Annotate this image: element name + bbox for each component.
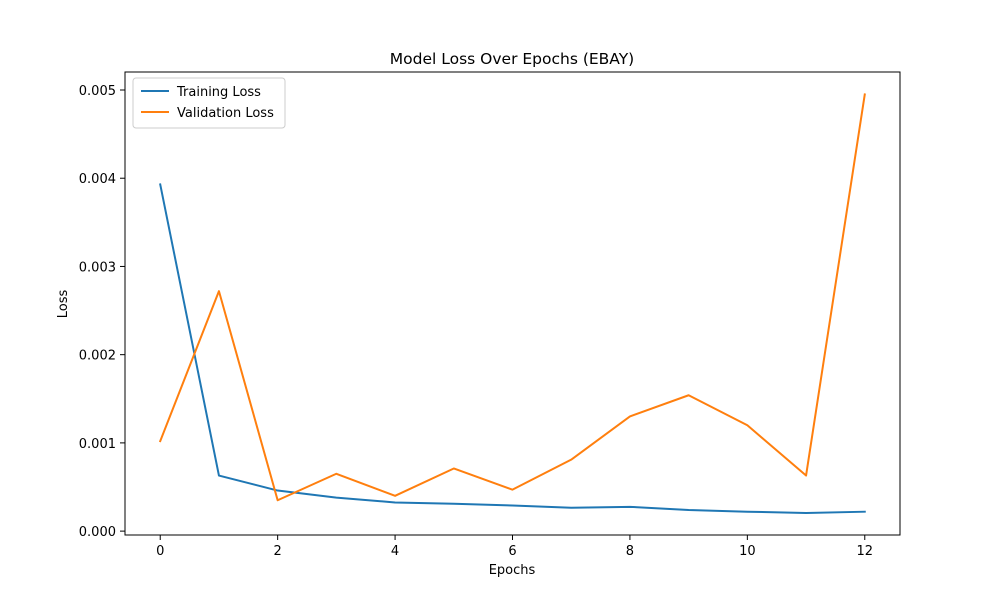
x-tick-label: 12 [856, 544, 873, 559]
y-axis-title: Loss [56, 290, 71, 319]
x-tick-label: 6 [508, 544, 516, 559]
series-line-0 [159, 183, 866, 515]
y-tick-label: 0.005 [79, 84, 116, 99]
legend-label-0: Training Loss [176, 85, 261, 100]
chart-title: Model Loss Over Epochs (EBAY) [390, 50, 634, 68]
x-tick-label: 8 [626, 544, 634, 559]
legend-box [132, 77, 286, 129]
y-tick-label: 0.004 [79, 172, 116, 187]
plot-area: 0 2 4 6 8 10 12 0.000 0.001 0.002 0.003 0.004 0.005 T… [79, 71, 901, 559]
series-line-1 [158, 93, 866, 502]
x-tick-label: 0 [156, 544, 164, 559]
legend-label-1: Validation Loss [177, 106, 274, 121]
y-tick-label: 0.002 [79, 349, 116, 364]
x-tick-label: 10 [739, 544, 756, 559]
x-tick-label: 2 [274, 544, 282, 559]
y-tick-label: 0.003 [79, 260, 116, 275]
x-tick-label: 4 [391, 544, 399, 559]
y-tick-label: 0.000 [79, 525, 116, 540]
legend: Training Loss Validation Loss [132, 77, 286, 129]
y-tick-label: 0.001 [79, 437, 116, 452]
x-axis-title: Epochs [489, 563, 536, 578]
